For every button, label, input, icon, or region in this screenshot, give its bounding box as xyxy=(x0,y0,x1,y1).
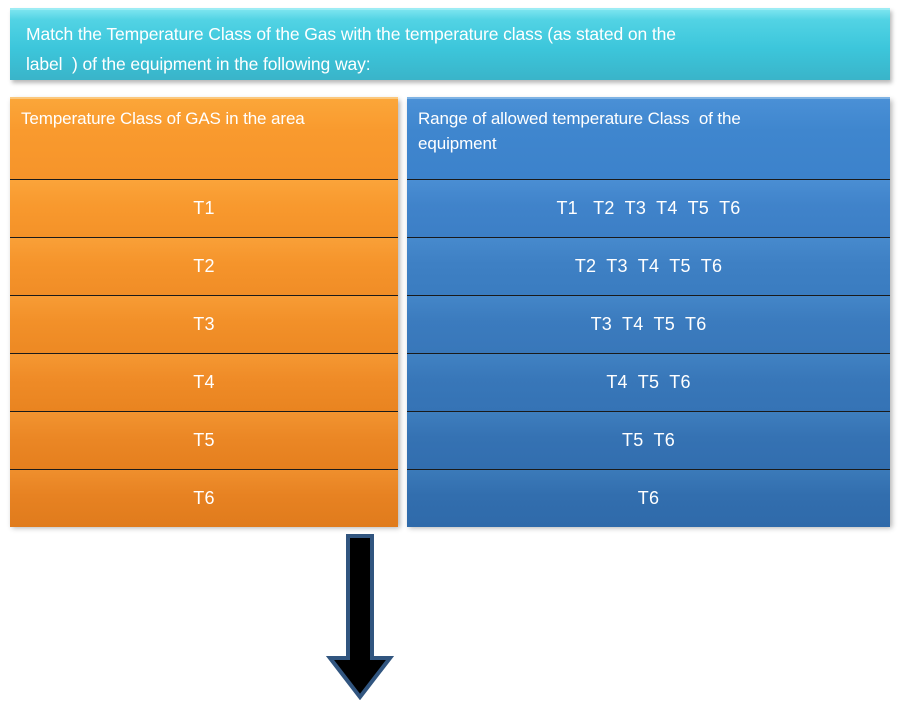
down-arrow-icon xyxy=(325,534,395,701)
table-row: T5 xyxy=(10,411,398,469)
instruction-banner-line-1: Match the Temperature Class of the Gas w… xyxy=(26,24,676,44)
table-row: T2 T3 T4 T5 T6 xyxy=(407,237,890,295)
equipment-column-header-label: Range of allowed temperature Class of th… xyxy=(418,109,741,153)
table-row: T3 xyxy=(10,295,398,353)
allowed-equipment-class-table: Range of allowed temperature Class of th… xyxy=(407,97,890,527)
table-row: T6 xyxy=(10,469,398,527)
gas-column-header: Temperature Class of GAS in the area xyxy=(10,99,398,179)
table-row: T5 T6 xyxy=(407,411,890,469)
instruction-banner-line-2: label ) of the equipment in the followin… xyxy=(26,54,371,74)
table-row: T6 xyxy=(407,469,890,527)
table-row: T2 xyxy=(10,237,398,295)
gas-temperature-class-table: Temperature Class of GAS in the area T1 … xyxy=(10,97,398,527)
instruction-banner: Match the Temperature Class of the Gas w… xyxy=(10,8,890,80)
table-row: T1 xyxy=(10,179,398,237)
table-row: T3 T4 T5 T6 xyxy=(407,295,890,353)
table-row: T4 T5 T6 xyxy=(407,353,890,411)
table-row: T1 T2 T3 T4 T5 T6 xyxy=(407,179,890,237)
equipment-column-header: Range of allowed temperature Class of th… xyxy=(407,99,890,179)
table-row: T4 xyxy=(10,353,398,411)
gas-column-header-label: Temperature Class of GAS in the area xyxy=(21,109,305,128)
